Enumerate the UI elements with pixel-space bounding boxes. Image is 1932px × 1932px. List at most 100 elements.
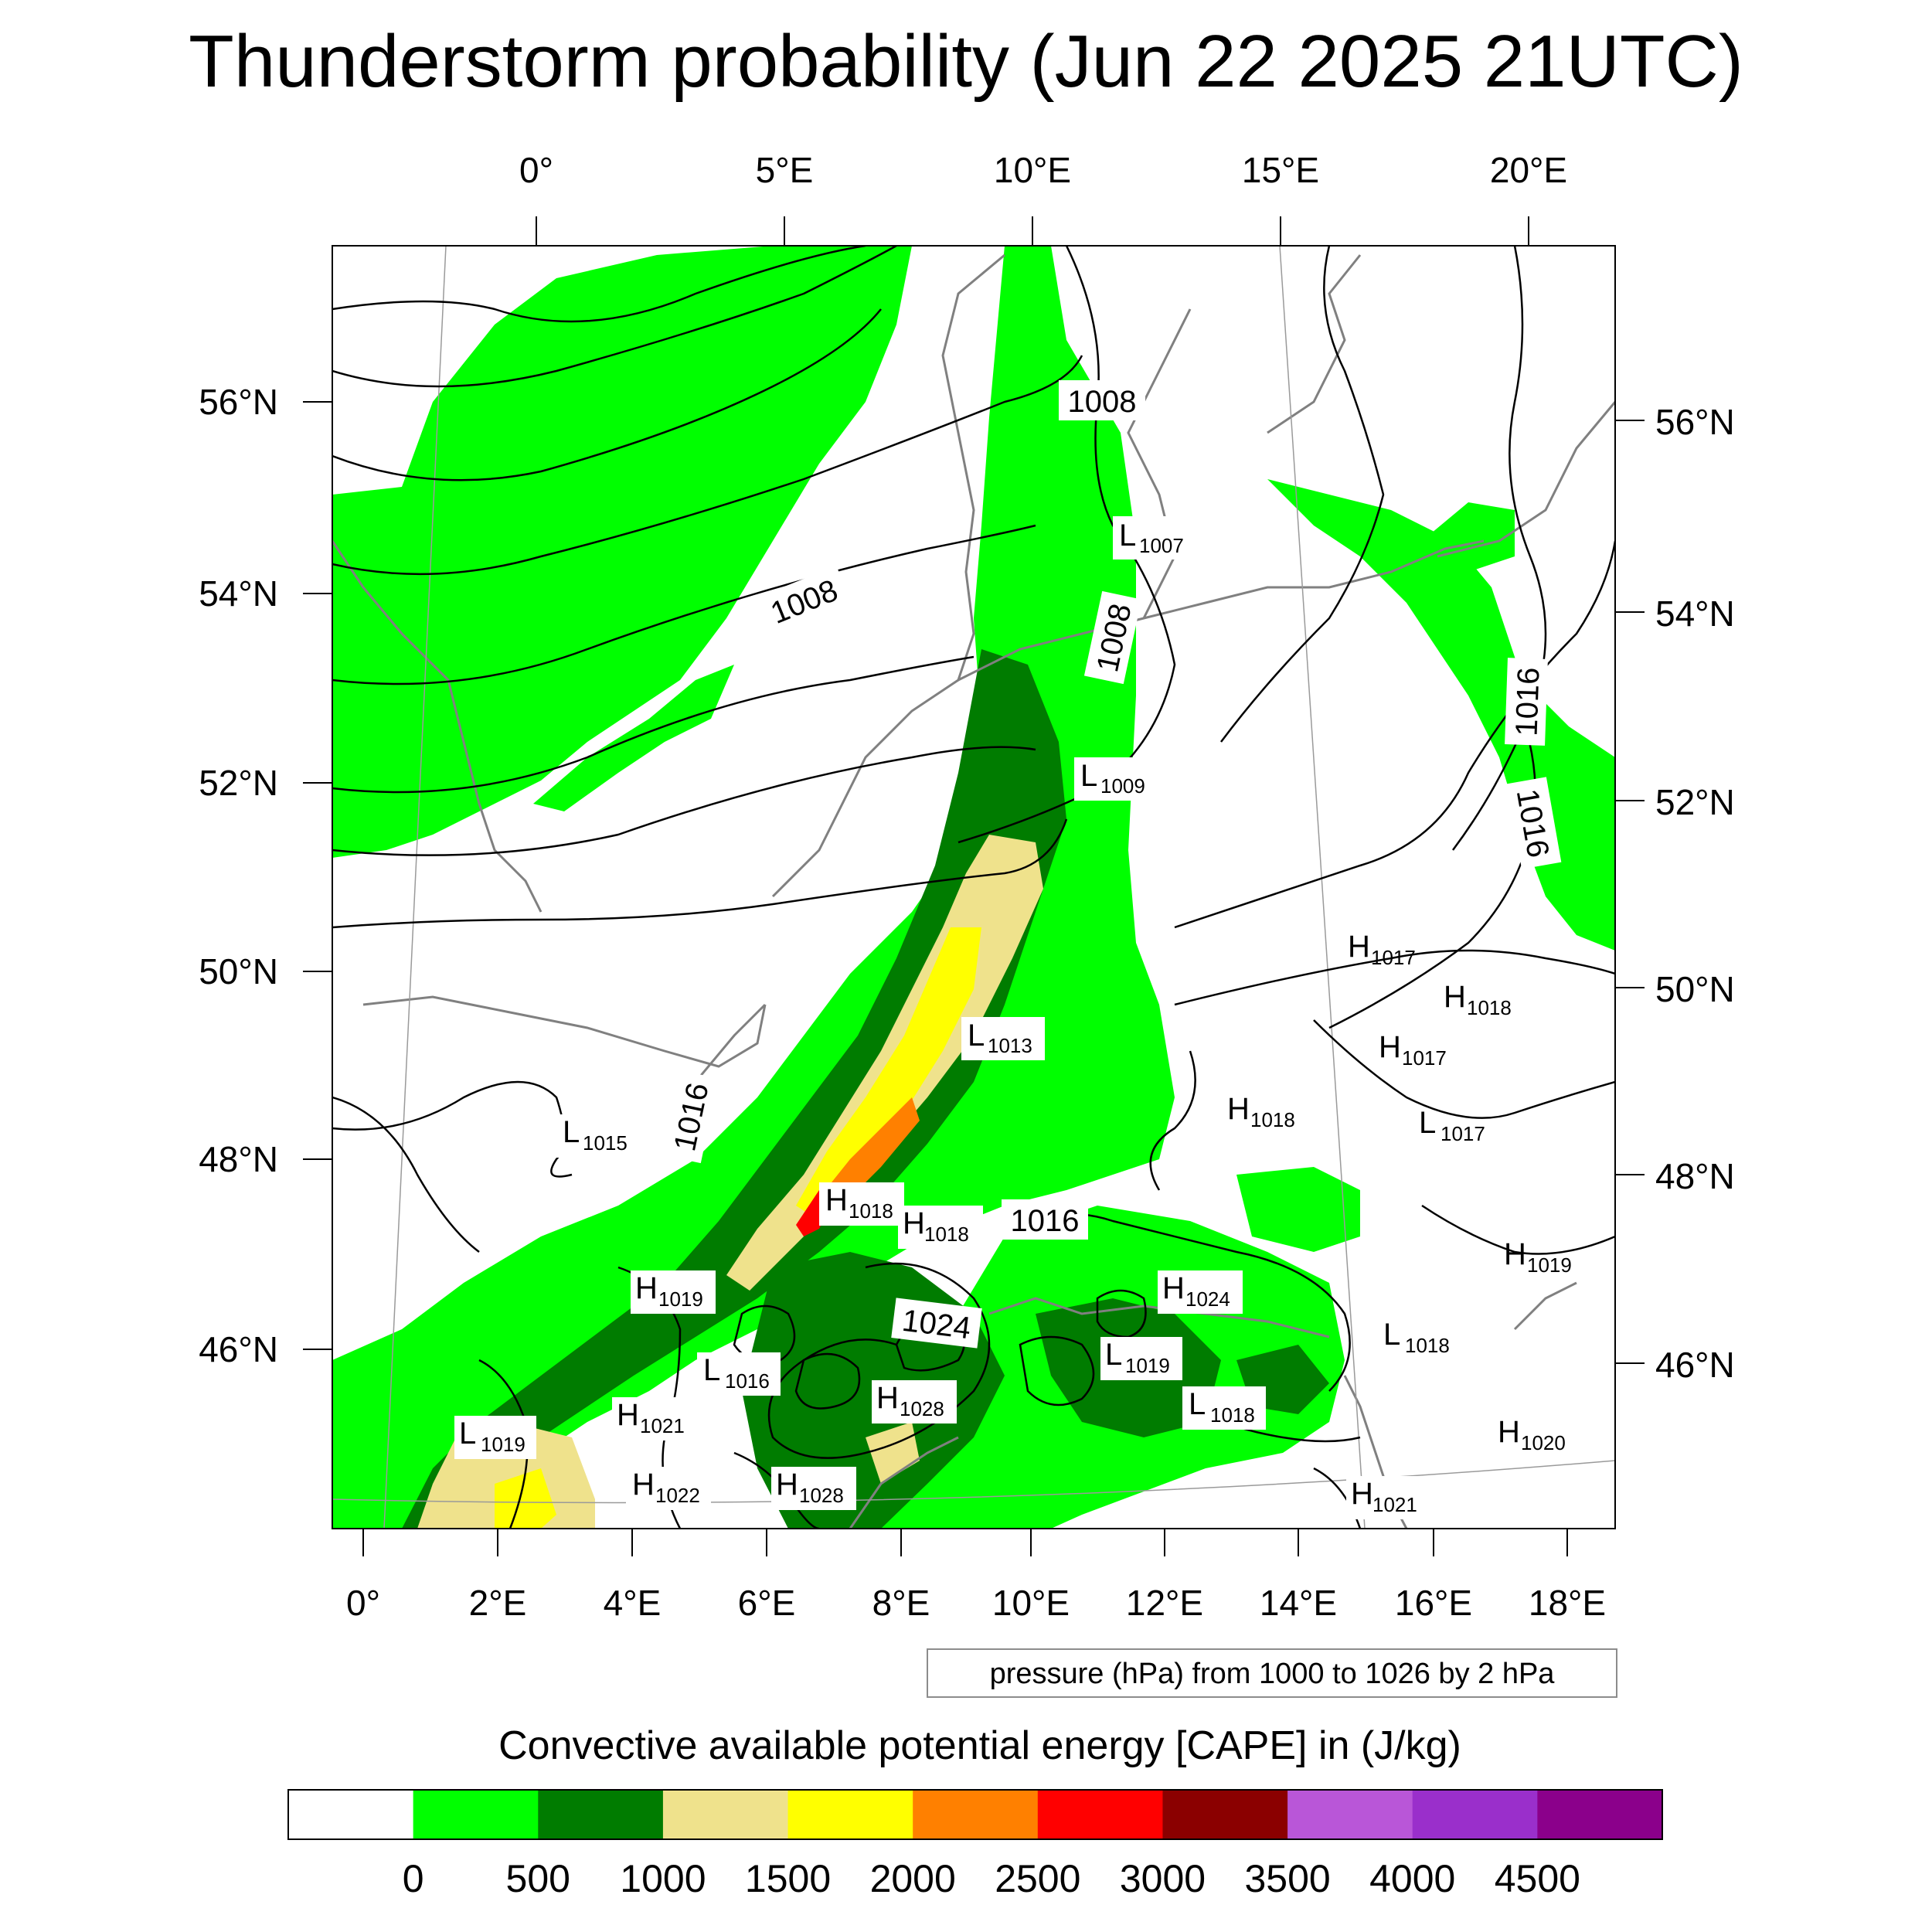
svg-text:L: L xyxy=(1080,759,1097,793)
svg-text:1008: 1008 xyxy=(1068,385,1137,419)
contour-info-box: pressure (hPa) from 1000 to 1026 by 2 hP… xyxy=(927,1648,1617,1698)
left-lat-label: 54°N xyxy=(199,573,278,614)
pressure-center-label: L 1018 xyxy=(1383,1318,1450,1357)
colorbar-tick-label: 3500 xyxy=(1244,1857,1330,1900)
svg-text:1018: 1018 xyxy=(1250,1108,1295,1131)
svg-text:1018: 1018 xyxy=(1405,1334,1450,1357)
svg-text:1018: 1018 xyxy=(924,1223,969,1246)
svg-text:H: H xyxy=(632,1468,655,1502)
top-longitude-axis xyxy=(536,216,1529,246)
pressure-center-label: L 1017 xyxy=(1419,1106,1485,1145)
pressure-center-label: L 1016 xyxy=(697,1352,781,1396)
pressure-center-label: H 1018 xyxy=(1444,980,1512,1019)
colorbar-tick-label: 4500 xyxy=(1495,1857,1580,1900)
right-lat-label: 48°N xyxy=(1655,1156,1735,1196)
svg-text:L: L xyxy=(563,1115,580,1149)
svg-text:1021: 1021 xyxy=(640,1414,685,1437)
isobar-label: 1008 xyxy=(1059,380,1145,420)
svg-text:1015: 1015 xyxy=(583,1131,628,1155)
pressure-center-label: H 1020 xyxy=(1498,1415,1566,1454)
svg-text:H: H xyxy=(1351,1477,1373,1511)
svg-text:H: H xyxy=(903,1206,925,1240)
colorbar-ticks: 0 500 1000 1500 2000 2500 3000 3500 4000 4500 xyxy=(403,1857,1580,1900)
svg-text:1024: 1024 xyxy=(1185,1287,1230,1311)
svg-text:H: H xyxy=(776,1468,798,1502)
colorbar-swatch xyxy=(288,1790,414,1839)
bottom-longitude-axis xyxy=(362,1529,1568,1556)
bottom-lon-label: 12°E xyxy=(1126,1583,1203,1623)
isobar-label: 1016 xyxy=(1002,1199,1088,1240)
bottom-lon-label: 14°E xyxy=(1260,1583,1337,1623)
pressure-center-label: L 1015 xyxy=(556,1114,640,1158)
colorbar-swatch xyxy=(1537,1790,1663,1839)
svg-text:1016: 1016 xyxy=(1509,667,1546,736)
colorbar-tick-label: 500 xyxy=(506,1857,570,1900)
svg-text:1028: 1028 xyxy=(900,1397,944,1420)
right-lat-label: 50°N xyxy=(1655,969,1735,1009)
colorbar-tick-label: 2500 xyxy=(995,1857,1080,1900)
svg-text:1016: 1016 xyxy=(725,1369,770,1393)
svg-text:L: L xyxy=(1105,1338,1122,1372)
map-area: 1008 1008 1008 1016 1016 1016 xyxy=(332,246,1615,1529)
bottom-lon-label: 16°E xyxy=(1395,1583,1472,1623)
colorbar-tick-label: 4000 xyxy=(1369,1857,1455,1900)
left-latitude-axis xyxy=(303,401,332,1350)
right-latitude-axis xyxy=(1615,420,1645,1364)
svg-text:1019: 1019 xyxy=(658,1287,703,1311)
top-lon-label: 20°E xyxy=(1490,150,1567,190)
svg-text:L: L xyxy=(459,1417,476,1451)
cape-north-sea-band xyxy=(332,246,912,858)
isobar-label: 1008 xyxy=(1083,590,1142,685)
svg-text:L: L xyxy=(1383,1318,1400,1352)
isobar-labels: 1008 1008 1008 1016 1016 1016 xyxy=(661,380,1562,1349)
bottom-lon-label: 18°E xyxy=(1529,1583,1606,1623)
colorbar-tick-label: 2000 xyxy=(870,1857,956,1900)
svg-text:L: L xyxy=(1419,1106,1436,1140)
pressure-center-label: L 1018 xyxy=(1182,1386,1266,1430)
svg-text:L: L xyxy=(1189,1387,1206,1421)
right-lat-label: 52°N xyxy=(1655,782,1735,822)
colorbar-swatch xyxy=(1287,1790,1413,1839)
colorbar-tick-label: 1000 xyxy=(620,1857,706,1900)
pressure-center-label: L 1007 xyxy=(1113,516,1190,560)
pressure-center-label: H 1018 xyxy=(898,1206,983,1249)
colorbar-swatch xyxy=(1412,1790,1538,1839)
svg-text:1022: 1022 xyxy=(655,1484,700,1507)
colorbar-swatch xyxy=(662,1790,789,1839)
svg-text:L: L xyxy=(703,1353,720,1387)
map-frame xyxy=(332,245,1616,1529)
svg-text:1019: 1019 xyxy=(1125,1354,1170,1377)
pressure-center-label: L 1009 xyxy=(1074,757,1158,801)
svg-text:1024: 1024 xyxy=(900,1304,973,1346)
bottom-lon-label: 10°E xyxy=(992,1583,1070,1623)
isobar-label: 1024 xyxy=(891,1298,982,1349)
svg-text:1018: 1018 xyxy=(849,1199,893,1223)
left-lat-label: 46°N xyxy=(199,1329,278,1369)
svg-text:1017: 1017 xyxy=(1371,946,1416,969)
pressure-centers: L 1007 L 1009 L 1013 L 1015 H 1017 xyxy=(454,516,1572,1519)
isobar-label: 1016 xyxy=(1506,777,1562,869)
left-lat-label: 56°N xyxy=(199,382,278,422)
svg-text:H: H xyxy=(1227,1092,1250,1126)
svg-text:1021: 1021 xyxy=(1372,1493,1417,1516)
pressure-center-label: L 1019 xyxy=(454,1416,536,1459)
pressure-center-label: L 1013 xyxy=(961,1017,1045,1060)
isobars xyxy=(332,246,1615,1529)
bottom-lon-label: 8°E xyxy=(872,1583,930,1623)
cape-yellow-band xyxy=(796,927,981,1221)
pressure-center-label: H 1024 xyxy=(1158,1270,1243,1314)
colorbar-swatch xyxy=(787,1790,913,1839)
colorbar-tick-label: 3000 xyxy=(1120,1857,1206,1900)
pressure-center-label: H 1022 xyxy=(626,1467,711,1510)
colorbar-swatch xyxy=(1162,1790,1288,1839)
svg-text:1017: 1017 xyxy=(1440,1122,1485,1145)
top-lon-label: 0° xyxy=(519,150,553,190)
svg-text:H: H xyxy=(1498,1415,1520,1449)
svg-text:H: H xyxy=(1379,1030,1401,1064)
pressure-center-label: L 1019 xyxy=(1100,1337,1182,1380)
pressure-center-label: H 1021 xyxy=(1346,1476,1430,1519)
top-lon-label: 5°E xyxy=(756,150,814,190)
colorbar-tick-label: 0 xyxy=(403,1857,424,1900)
top-lon-label: 10°E xyxy=(994,150,1071,190)
